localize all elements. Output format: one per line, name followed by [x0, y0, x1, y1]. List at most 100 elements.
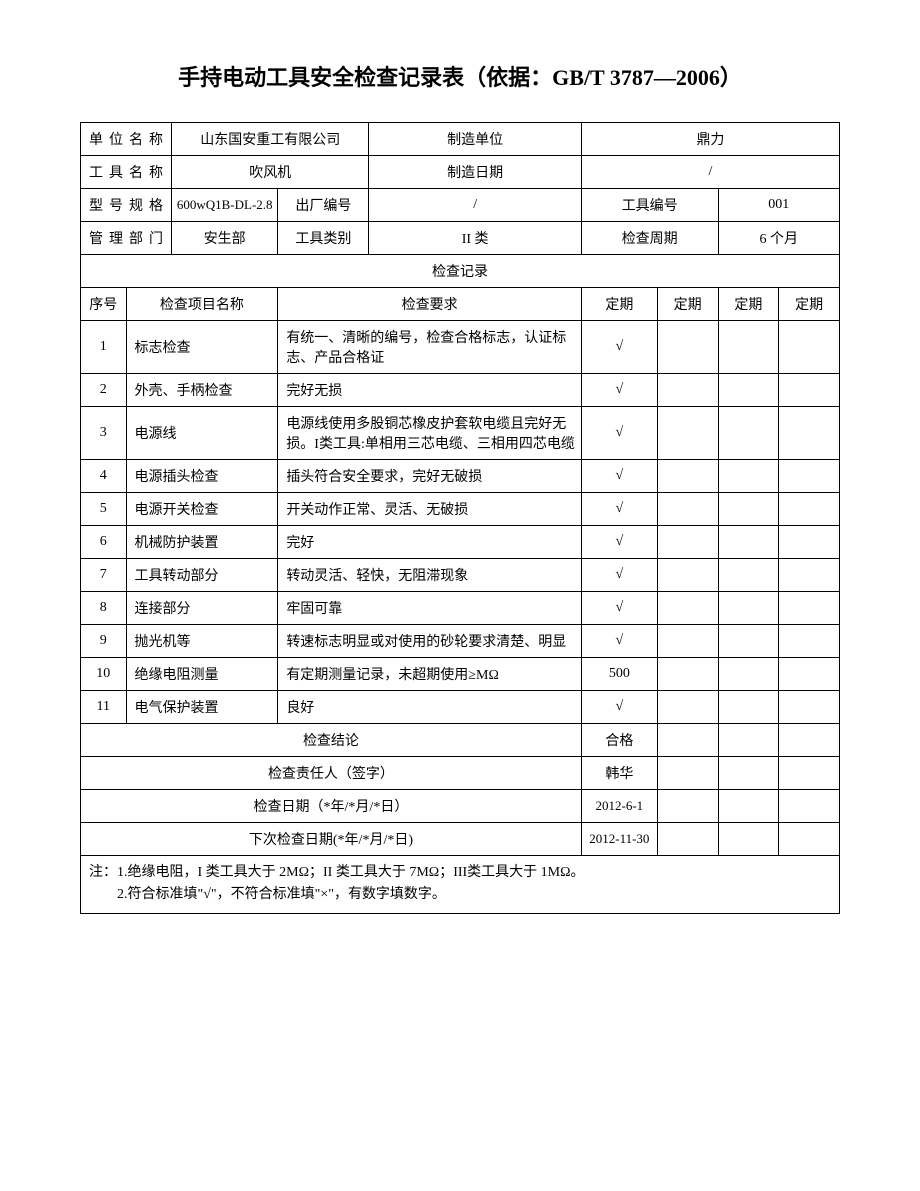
- table-row: 9 抛光机等 转速标志明显或对使用的砂轮要求清楚、明显 √: [81, 625, 840, 658]
- dept: 安生部: [172, 222, 278, 255]
- item-v2: [657, 691, 718, 724]
- item-v2: [657, 407, 718, 460]
- table-row: 2 外壳、手柄检查 完好无损 √: [81, 374, 840, 407]
- item-name: 标志检查: [126, 321, 278, 374]
- item-no: 2: [81, 374, 127, 407]
- col-periodic-1: 定期: [581, 288, 657, 321]
- item-v4: [779, 493, 840, 526]
- next-date: 2012-11-30: [581, 823, 657, 856]
- empty-cell: [779, 724, 840, 757]
- item-name: 电源线: [126, 407, 278, 460]
- item-req: 有统一、清晰的编号，检查合格标志，认证标志、产品合格证: [278, 321, 582, 374]
- item-v1: √: [581, 559, 657, 592]
- item-v1: √: [581, 592, 657, 625]
- col-periodic-3: 定期: [718, 288, 779, 321]
- check-date-label: 检查日期（*年/*月/*日）: [81, 790, 582, 823]
- item-v2: [657, 592, 718, 625]
- item-no: 4: [81, 460, 127, 493]
- item-v1: 500: [581, 658, 657, 691]
- item-name: 电气保护装置: [126, 691, 278, 724]
- item-v4: [779, 691, 840, 724]
- item-v2: [657, 321, 718, 374]
- records-title-row: 检查记录: [81, 255, 840, 288]
- tool-no: 001: [718, 189, 840, 222]
- item-v3: [718, 321, 779, 374]
- item-v3: [718, 460, 779, 493]
- empty-cell: [718, 757, 779, 790]
- check-date: 2012-6-1: [581, 790, 657, 823]
- empty-cell: [718, 724, 779, 757]
- manufacturer: 鼎力: [581, 123, 839, 156]
- empty-cell: [657, 724, 718, 757]
- empty-cell: [779, 790, 840, 823]
- table-row: 8 连接部分 牢固可靠 √: [81, 592, 840, 625]
- dept-label: 管理部门: [81, 222, 172, 255]
- model-label: 型号规格: [81, 189, 172, 222]
- table-row: 1 标志检查 有统一、清晰的编号，检查合格标志，认证标志、产品合格证 √: [81, 321, 840, 374]
- check-date-row: 检查日期（*年/*月/*日） 2012-6-1: [81, 790, 840, 823]
- empty-cell: [779, 823, 840, 856]
- tool-name-label: 工具名称: [81, 156, 172, 189]
- item-v2: [657, 625, 718, 658]
- tool-name: 吹风机: [172, 156, 369, 189]
- col-periodic-4: 定期: [779, 288, 840, 321]
- item-v2: [657, 559, 718, 592]
- item-v2: [657, 493, 718, 526]
- inspection-table: 单位名称 山东国安重工有限公司 制造单位 鼎力 工具名称 吹风机 制造日期 / …: [80, 122, 840, 914]
- empty-cell: [718, 823, 779, 856]
- conclusion-row: 检查结论 合格: [81, 724, 840, 757]
- responsible-row: 检查责任人（签字） 韩华: [81, 757, 840, 790]
- item-v3: [718, 526, 779, 559]
- item-req: 完好无损: [278, 374, 582, 407]
- item-v3: [718, 407, 779, 460]
- item-name: 工具转动部分: [126, 559, 278, 592]
- empty-cell: [657, 757, 718, 790]
- item-name: 连接部分: [126, 592, 278, 625]
- empty-cell: [779, 757, 840, 790]
- item-no: 5: [81, 493, 127, 526]
- item-v4: [779, 592, 840, 625]
- conclusion-label: 检查结论: [81, 724, 582, 757]
- item-v1: √: [581, 460, 657, 493]
- item-v4: [779, 407, 840, 460]
- responsible-label: 检查责任人（签字）: [81, 757, 582, 790]
- unit-name: 山东国安重工有限公司: [172, 123, 369, 156]
- item-req: 开关动作正常、灵活、无破损: [278, 493, 582, 526]
- tool-type: II 类: [369, 222, 582, 255]
- model: 600wQ1B-DL-2.8: [172, 189, 278, 222]
- factory-no-label: 出厂编号: [278, 189, 369, 222]
- item-name: 绝缘电阻测量: [126, 658, 278, 691]
- item-v4: [779, 658, 840, 691]
- inspect-cycle-label: 检查周期: [581, 222, 718, 255]
- item-no: 3: [81, 407, 127, 460]
- item-req: 转动灵活、轻快，无阻滞现象: [278, 559, 582, 592]
- notes-row: 注：1.绝缘电阻，I 类工具大于 2MΩ；II 类工具大于 7MΩ；III类工具…: [81, 856, 840, 914]
- notes: 注：1.绝缘电阻，I 类工具大于 2MΩ；II 类工具大于 7MΩ；III类工具…: [81, 856, 840, 914]
- header-row-2: 工具名称 吹风机 制造日期 /: [81, 156, 840, 189]
- empty-cell: [718, 790, 779, 823]
- header-row-4: 管理部门 安生部 工具类别 II 类 检查周期 6 个月: [81, 222, 840, 255]
- item-req: 有定期测量记录，未超期使用≥MΩ: [278, 658, 582, 691]
- table-row: 3 电源线 电源线使用多股铜芯橡皮护套软电缆且完好无损。I类工具:单相用三芯电缆…: [81, 407, 840, 460]
- item-v1: √: [581, 625, 657, 658]
- item-req: 牢固可靠: [278, 592, 582, 625]
- item-name: 电源插头检查: [126, 460, 278, 493]
- records-title: 检查记录: [81, 255, 840, 288]
- item-no: 9: [81, 625, 127, 658]
- header-row-1: 单位名称 山东国安重工有限公司 制造单位 鼎力: [81, 123, 840, 156]
- table-row: 5 电源开关检查 开关动作正常、灵活、无破损 √: [81, 493, 840, 526]
- item-v4: [779, 625, 840, 658]
- item-v3: [718, 374, 779, 407]
- item-v2: [657, 658, 718, 691]
- item-req: 良好: [278, 691, 582, 724]
- item-name: 机械防护装置: [126, 526, 278, 559]
- item-v3: [718, 592, 779, 625]
- item-v4: [779, 374, 840, 407]
- tool-type-label: 工具类别: [278, 222, 369, 255]
- item-v1: √: [581, 407, 657, 460]
- item-v1: √: [581, 691, 657, 724]
- item-v2: [657, 460, 718, 493]
- page-title: 手持电动工具安全检查记录表（依据：GB/T 3787—2006）: [80, 60, 840, 92]
- item-no: 6: [81, 526, 127, 559]
- unit-name-label: 单位名称: [81, 123, 172, 156]
